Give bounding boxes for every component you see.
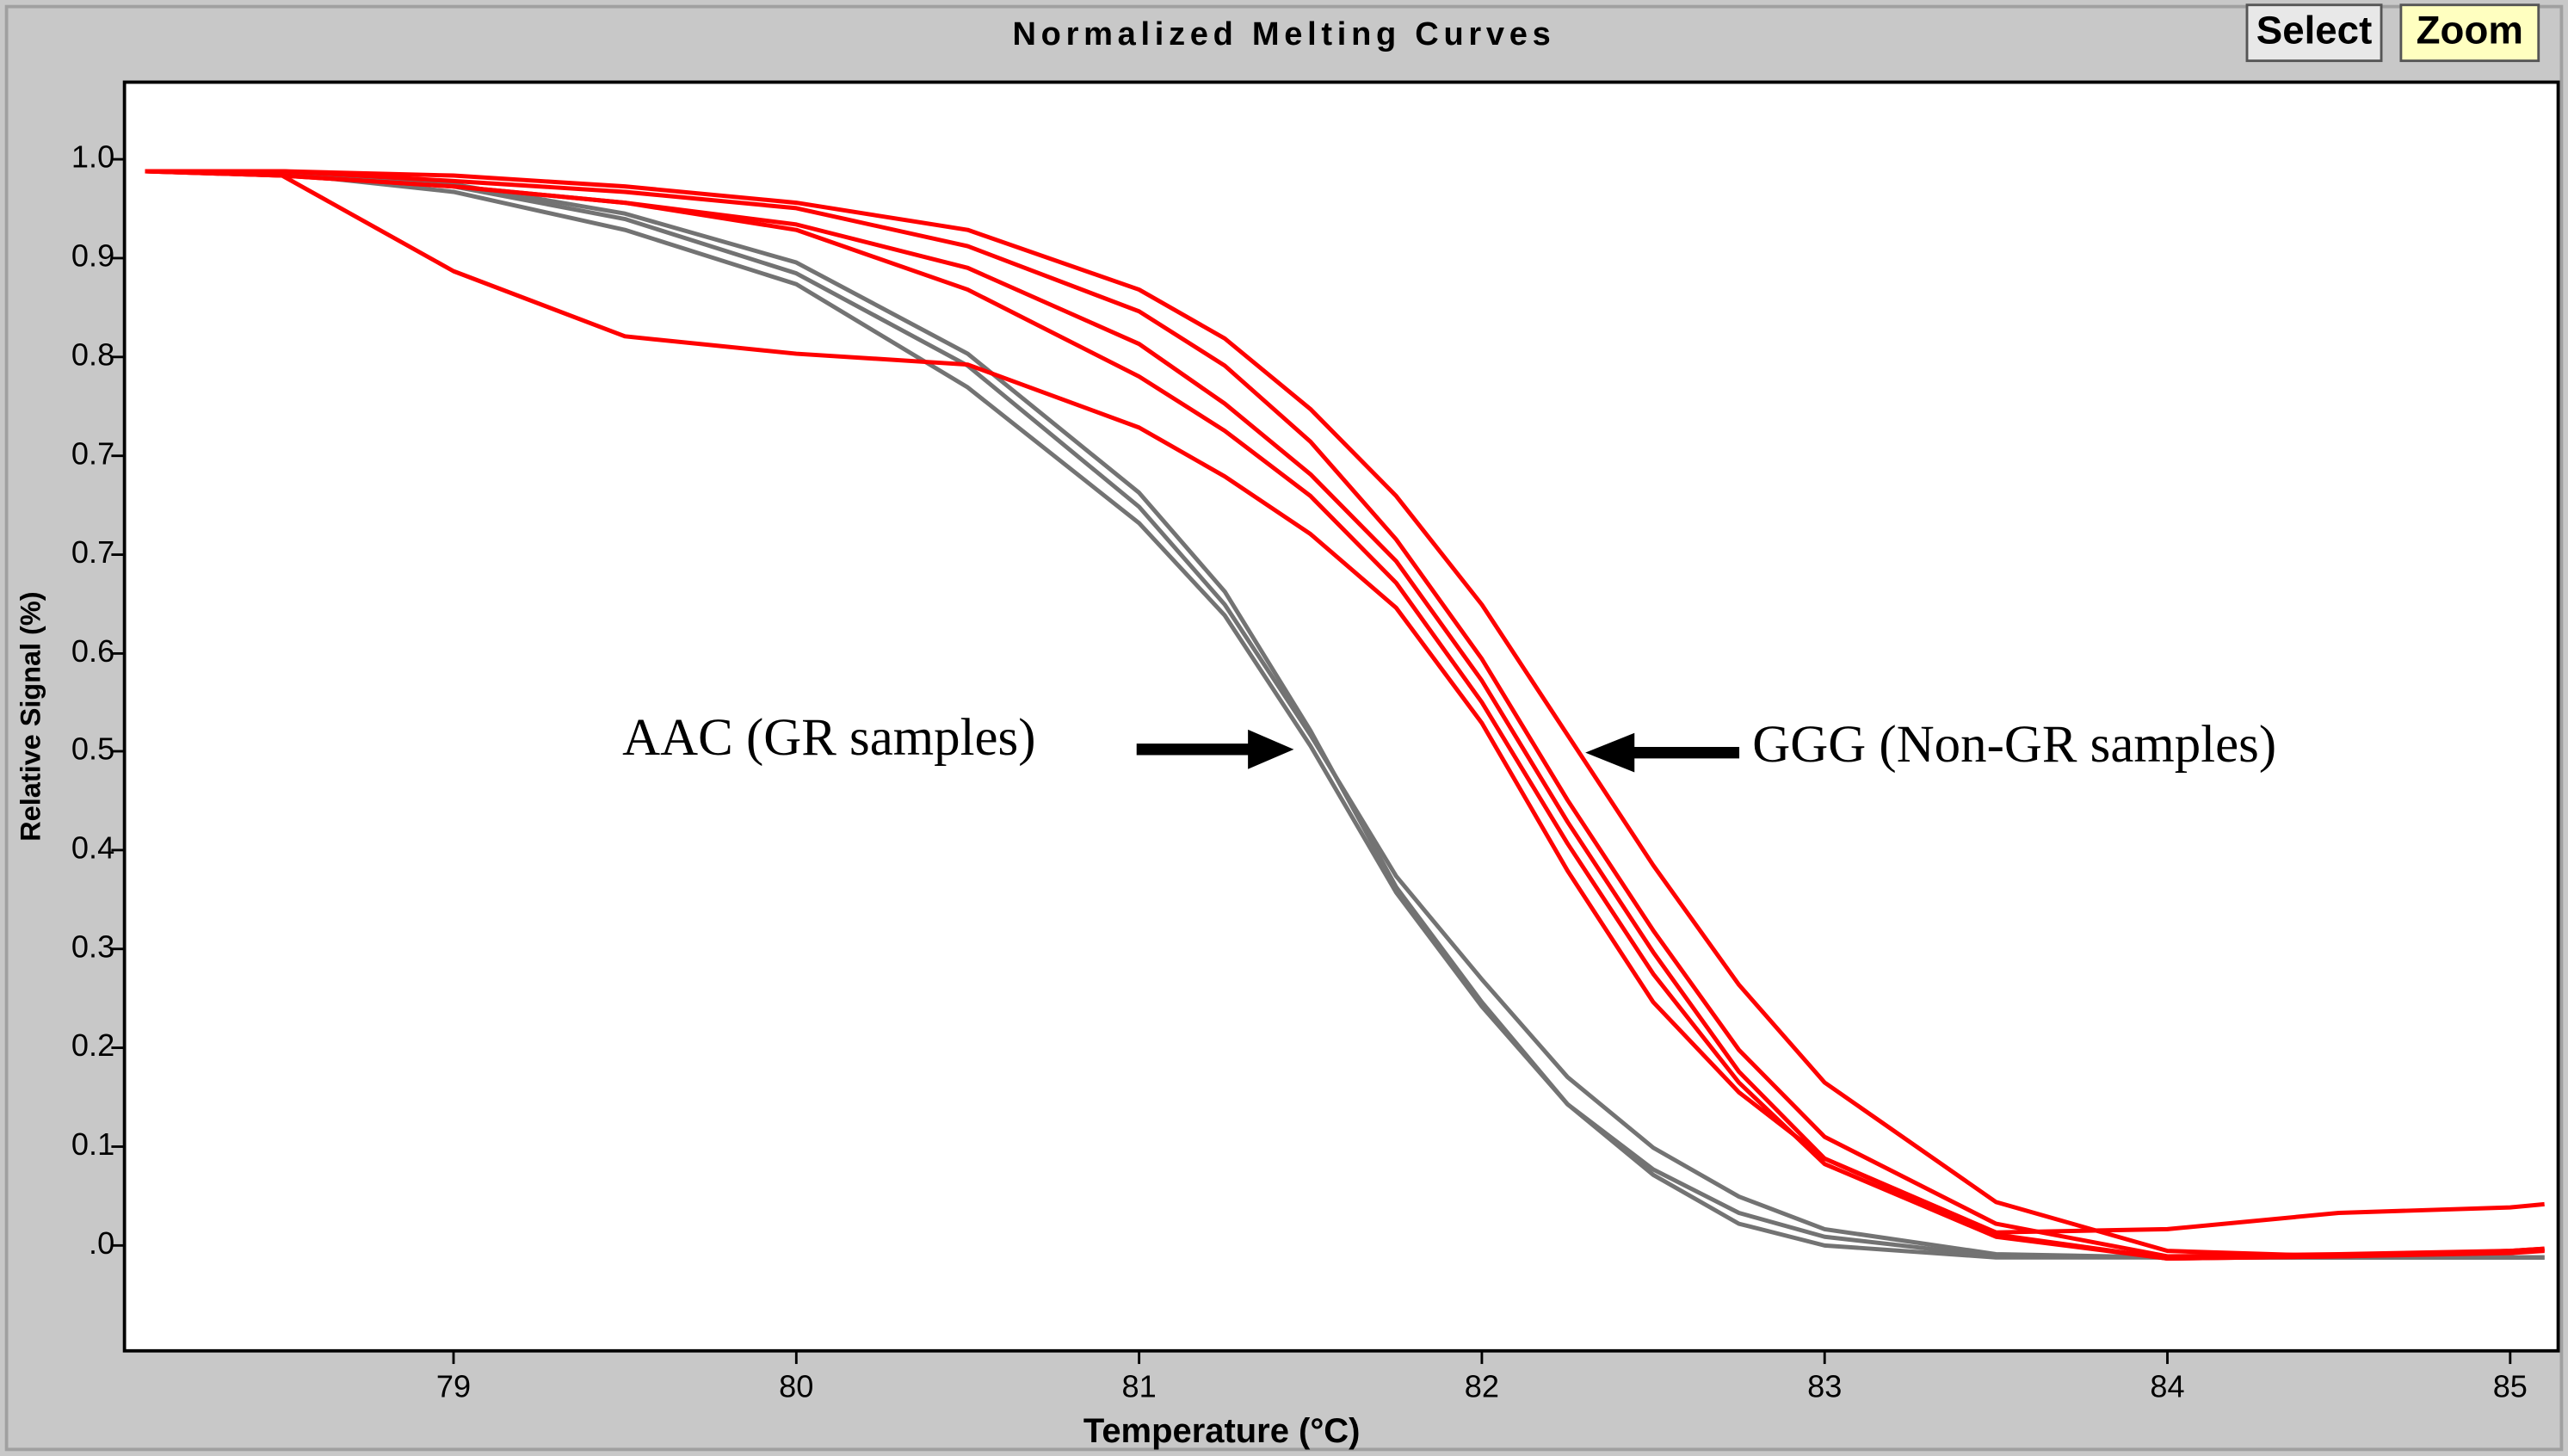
button-face[interactable] bbox=[2399, 3, 2540, 63]
x-tick-label: 80 bbox=[779, 1368, 813, 1404]
y-axis-label: Relative Signal (%) bbox=[15, 591, 46, 841]
button-label[interactable]: Select bbox=[2256, 8, 2373, 52]
melting-curve bbox=[145, 169, 2545, 1260]
zoom-button[interactable]: Zoom bbox=[2399, 3, 2540, 63]
annotation-aac: AAC (GR samples) bbox=[622, 709, 1294, 769]
window-frame bbox=[4, 4, 2564, 1452]
y-tick-label: 0.7 bbox=[71, 534, 114, 570]
annotation: GGG (Non-GR samples) bbox=[1752, 716, 2276, 774]
melting-curve bbox=[145, 169, 2545, 1261]
y-tick-label: 0.7 bbox=[71, 435, 114, 471]
x-axis-label: Temperature (°C) bbox=[1083, 1412, 1361, 1450]
arrow-head bbox=[1248, 729, 1294, 769]
annotation-ggg: GGG (Non-GR samples) bbox=[1585, 716, 2276, 774]
x-tick-label: 79 bbox=[436, 1368, 471, 1404]
y-tick-label: 0.2 bbox=[71, 1027, 114, 1063]
chart-title: Normalized Melting Curves bbox=[1012, 15, 1555, 52]
button-face[interactable] bbox=[2245, 3, 2383, 63]
select-button[interactable]: Select bbox=[2245, 3, 2383, 63]
x-tick-label: 84 bbox=[2150, 1368, 2184, 1404]
y-tick-label: 0.8 bbox=[71, 336, 114, 372]
arrow-head bbox=[1585, 732, 1635, 773]
y-tick-label: 0.1 bbox=[71, 1126, 114, 1162]
y-tick-label: 0.5 bbox=[71, 731, 114, 767]
plot-area bbox=[122, 80, 2560, 1353]
y-tick-label: .0 bbox=[89, 1225, 114, 1261]
y-tick-label: 0.3 bbox=[71, 929, 114, 964]
x-tick-label: 83 bbox=[1807, 1368, 1842, 1404]
y-tick-label: 0.9 bbox=[71, 238, 114, 273]
x-tick-label: 81 bbox=[1121, 1368, 1156, 1404]
x-tick-label: 85 bbox=[2493, 1368, 2528, 1404]
annotation: AAC (GR samples) bbox=[622, 709, 1035, 767]
y-tick-label: 1.0 bbox=[71, 139, 114, 175]
melting-curve bbox=[145, 169, 2545, 1235]
curves bbox=[145, 169, 2545, 1261]
y-tick-label: 0.6 bbox=[71, 633, 114, 669]
x-tick-label: 82 bbox=[1465, 1368, 1499, 1404]
melting-curve bbox=[145, 169, 2545, 1259]
button-label[interactable]: Zoom bbox=[2417, 8, 2523, 52]
y-tick-label: 0.4 bbox=[71, 830, 114, 865]
melting-curve bbox=[145, 169, 2545, 1259]
